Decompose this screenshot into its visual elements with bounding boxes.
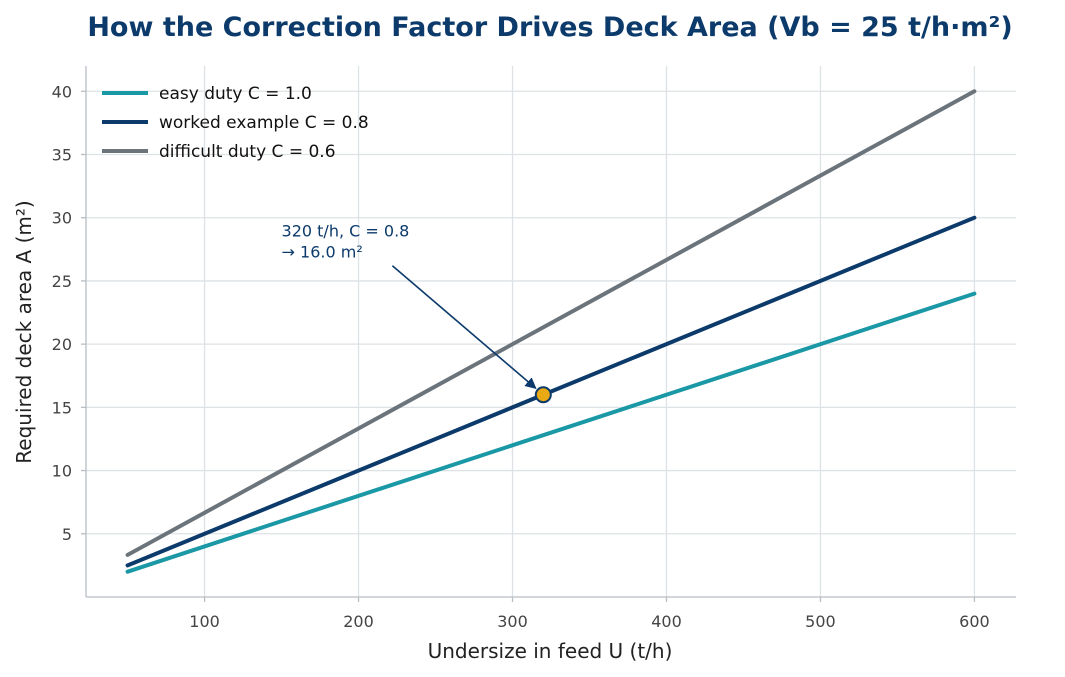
y-tick-label: 15 [52,398,72,417]
legend-label-0: easy duty C = 1.0 [159,84,312,104]
highlight-point [534,386,552,404]
chart-title: How the Correction Factor Drives Deck Ar… [87,12,1012,43]
legend: easy duty C = 1.0 worked example C = 0.8 d… [102,84,369,162]
y-tick-label: 20 [52,335,72,354]
series-line-2 [125,89,977,557]
y-axis-label: Required deck area A (m²) [12,200,36,463]
x-axis-label: Undersize in feed U (t/h) [428,639,673,663]
annotation: 320 t/h, C = 0.8 → 16.0 m² [282,222,552,404]
annotation-text-line: → 16.0 m² [282,243,363,262]
x-tick-label: 600 [959,612,990,631]
y-tick-label: 25 [52,272,72,291]
y-tick-label: 10 [52,462,72,481]
x-tick-label: 100 [189,612,220,631]
x-tick-label: 500 [805,612,836,631]
legend-label-1: worked example C = 0.8 [159,113,369,133]
x-tick-label: 400 [651,612,682,631]
legend-label-2: difficult duty C = 0.6 [159,142,336,162]
annotation-text-line: 320 t/h, C = 0.8 [282,222,410,241]
annotation-arrow [391,265,537,389]
x-tick-label: 200 [343,612,374,631]
y-tick-label: 40 [52,82,72,101]
y-tick-label: 35 [52,146,72,165]
axes: 100 200 300 400 500 600 5 10 15 20 25 30 35 40 [52,66,1016,631]
y-tick-label: 5 [62,525,72,544]
y-tick-label: 30 [52,209,72,228]
series-line-0 [125,291,977,574]
series-lines [125,89,977,574]
x-tick-label: 300 [497,612,528,631]
